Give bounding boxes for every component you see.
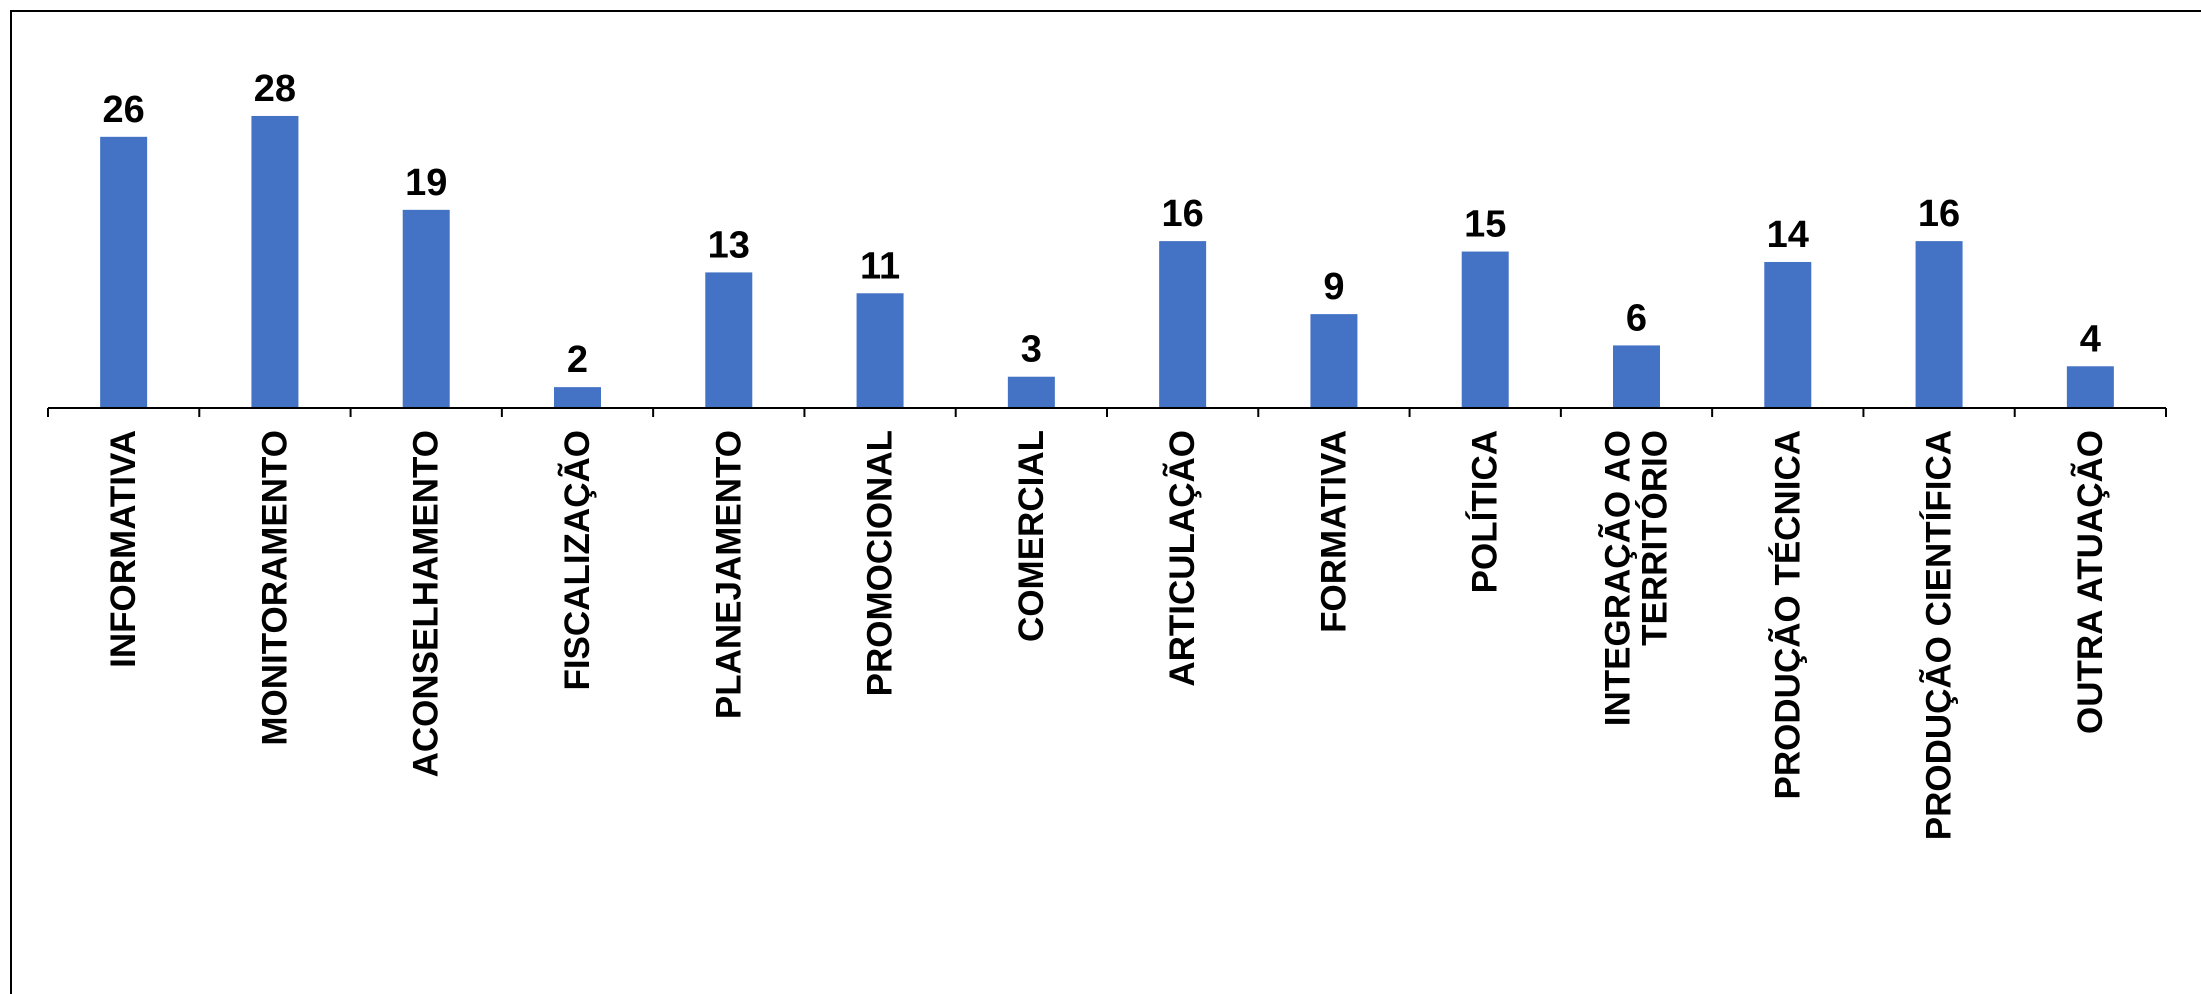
value-label: 16 <box>1918 193 1960 235</box>
category-label-line: INFORMATIVA <box>104 430 143 668</box>
value-label: 3 <box>1021 329 1042 371</box>
category-label: FORMATIVA <box>1314 430 1353 633</box>
category-label: PLANEJAMENTO <box>709 430 748 719</box>
category-label-line: FORMATIVA <box>1314 430 1353 633</box>
category-label-line: FISCALIZAÇÃO <box>558 430 597 691</box>
category-label-line: POLÍTICA <box>1465 430 1505 593</box>
value-label: 28 <box>254 68 296 110</box>
category-label: FISCALIZAÇÃO <box>558 430 597 691</box>
category-label-line: PROMOCIONAL <box>861 430 900 696</box>
category-label-line: PRODUÇÃO CIENTÍFICA <box>1919 430 1959 840</box>
value-label: 4 <box>2080 318 2101 360</box>
value-label: 19 <box>405 162 447 204</box>
bar <box>1915 241 1963 408</box>
category-label-line: OUTRA ATUAÇÃO <box>2071 430 2110 734</box>
x-axis-ticks <box>47 408 2167 417</box>
category-label-line: PRODUÇÃO TÉCNICA <box>1767 430 1807 799</box>
bar <box>554 387 601 408</box>
bar <box>2066 366 2114 408</box>
value-label: 2 <box>567 339 588 381</box>
category-label: PROMOCIONAL <box>861 430 900 696</box>
category-label: ACONSELHAMENTO <box>407 430 446 777</box>
value-label: 9 <box>1323 266 1344 308</box>
value-label: 6 <box>1626 297 1647 339</box>
category-label: INFORMATIVA <box>104 430 143 668</box>
bar <box>1613 345 1660 408</box>
category-label: COMERCIAL <box>1012 430 1051 642</box>
bar <box>402 209 450 408</box>
category-label-line: ACONSELHAMENTO <box>407 430 446 777</box>
category-label-line: TERRITÓRIO <box>1635 430 1675 646</box>
value-label: 15 <box>1464 204 1506 246</box>
category-label-line: PLANEJAMENTO <box>709 430 748 719</box>
bar <box>856 293 904 408</box>
value-labels-group: 26 28 19 2 13 11 3 16 9 15 6 14 16 4 <box>103 68 2101 381</box>
chart-frame <box>10 10 2201 994</box>
bar <box>100 136 148 408</box>
bar <box>251 115 299 409</box>
bar <box>1310 314 1358 408</box>
value-label: 14 <box>1767 214 1809 256</box>
bar <box>1007 376 1055 408</box>
category-label-line: COMERCIAL <box>1012 430 1051 642</box>
category-label-line: ARTICULAÇÃO <box>1163 430 1202 687</box>
bar <box>1159 241 1207 408</box>
category-label: ARTICULAÇÃO <box>1163 430 1202 687</box>
value-label: 26 <box>103 89 145 131</box>
category-label: OUTRA ATUAÇÃO <box>2071 430 2110 734</box>
category-label-line: INTEGRAÇÃO AO <box>1599 430 1638 726</box>
value-label: 13 <box>708 224 750 266</box>
category-labels-group: INFORMATIVA MONITORAMENTO ACONSELHAMENTO FI… <box>104 430 2110 840</box>
value-label: 11 <box>860 245 900 287</box>
bar <box>1764 261 1812 408</box>
bars-group <box>100 115 2114 409</box>
bar <box>705 272 753 408</box>
category-label: PRODUÇÃO CIENTÍFICA <box>1919 430 1959 840</box>
value-label: 16 <box>1162 193 1204 235</box>
category-label: PRODUÇÃO TÉCNICA <box>1767 430 1807 799</box>
category-label: MONITORAMENTO <box>255 430 294 746</box>
category-label: POLÍTICA <box>1465 430 1505 593</box>
bar <box>1461 251 1509 408</box>
category-label-line: MONITORAMENTO <box>255 430 294 746</box>
